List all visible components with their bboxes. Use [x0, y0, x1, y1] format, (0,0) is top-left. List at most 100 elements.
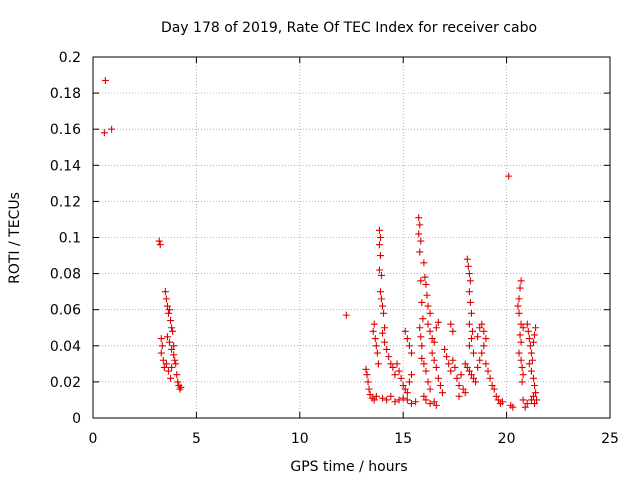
data-point: [465, 342, 473, 350]
data-point: [370, 320, 378, 328]
data-point: [453, 374, 461, 382]
data-point: [498, 398, 506, 406]
y-tick-label: 0.2: [59, 50, 81, 66]
data-point: [426, 327, 434, 335]
data-point: [428, 335, 436, 343]
data-point: [164, 309, 172, 317]
data-point: [527, 349, 535, 357]
data-point: [365, 385, 373, 393]
data-point: [375, 226, 383, 234]
data-point: [173, 371, 181, 379]
data-point: [533, 396, 541, 404]
data-point: [474, 333, 482, 341]
data-point: [424, 320, 432, 328]
data-point: [449, 327, 457, 335]
data-point: [418, 342, 426, 350]
data-point: [531, 331, 539, 339]
x-tick-label: 5: [192, 431, 201, 447]
data-point: [416, 248, 424, 256]
data-point: [108, 125, 116, 133]
data-point: [395, 367, 403, 375]
data-point: [399, 382, 407, 390]
data-point: [494, 396, 502, 404]
data-point: [467, 335, 475, 343]
data-point: [417, 237, 425, 245]
data-point: [403, 389, 411, 397]
data-point: [416, 221, 424, 229]
data-point: [455, 392, 463, 400]
y-tick-label: 0.14: [50, 158, 81, 174]
data-point: [379, 394, 387, 402]
data-point: [528, 356, 536, 364]
data-point: [372, 342, 380, 350]
data-point: [376, 288, 384, 296]
data-point: [156, 241, 164, 249]
data-point: [532, 389, 540, 397]
data-point: [515, 295, 523, 303]
data-point: [407, 349, 415, 357]
data-point: [517, 277, 525, 285]
data-point: [389, 363, 397, 371]
data-point: [529, 392, 537, 400]
data-point: [466, 277, 474, 285]
data-point: [381, 324, 389, 332]
data-point: [418, 298, 426, 306]
data-point: [407, 400, 415, 408]
data-point: [470, 374, 478, 382]
data-point: [420, 392, 428, 400]
data-point: [478, 349, 486, 357]
data-point: [403, 335, 411, 343]
data-point: [428, 349, 436, 357]
data-point: [516, 284, 524, 292]
data-point: [376, 252, 384, 260]
data-point: [419, 315, 427, 323]
y-axis-label: ROTI / TECUs: [7, 192, 23, 284]
data-point: [443, 353, 451, 361]
data-point: [415, 214, 423, 222]
data-point: [168, 363, 176, 371]
data-point: [519, 324, 527, 332]
data-point: [387, 360, 395, 368]
data-point: [162, 295, 170, 303]
data-point: [523, 400, 531, 408]
data-point: [529, 374, 537, 382]
data-point: [523, 320, 531, 328]
data-point: [466, 298, 474, 306]
chart-title: Day 178 of 2019, Rate Of TEC Index for r…: [161, 20, 537, 36]
data-point: [463, 363, 471, 371]
data-point: [155, 237, 163, 245]
data-point: [525, 335, 533, 343]
x-tick-label: 15: [394, 431, 412, 447]
data-point: [480, 327, 488, 335]
data-point: [158, 342, 166, 350]
x-tick-label: 0: [89, 431, 98, 447]
data-point: [172, 360, 180, 368]
data-point: [532, 324, 540, 332]
data-point: [492, 392, 500, 400]
data-point: [380, 309, 388, 317]
data-point: [488, 382, 496, 390]
data-point: [422, 367, 430, 375]
data-point: [478, 320, 486, 328]
data-point: [422, 396, 430, 404]
data-point: [436, 382, 444, 390]
data-point: [472, 378, 480, 386]
data-point: [163, 333, 171, 341]
data-point: [420, 360, 428, 368]
data-point: [364, 378, 372, 386]
data-point: [531, 382, 539, 390]
data-point: [171, 356, 179, 364]
x-axis-label: GPS time / hours: [290, 459, 407, 475]
data-point: [375, 241, 383, 249]
data-point: [467, 309, 475, 317]
data-point: [376, 234, 384, 241]
data-point: [457, 371, 465, 379]
data-point: [434, 374, 442, 382]
data-point: [430, 356, 438, 364]
data-point: [377, 295, 385, 303]
data-point: [415, 230, 423, 238]
y-tick-label: 0.1: [59, 231, 81, 247]
data-point: [474, 363, 482, 371]
data-point: [519, 371, 527, 379]
data-point: [164, 367, 172, 375]
